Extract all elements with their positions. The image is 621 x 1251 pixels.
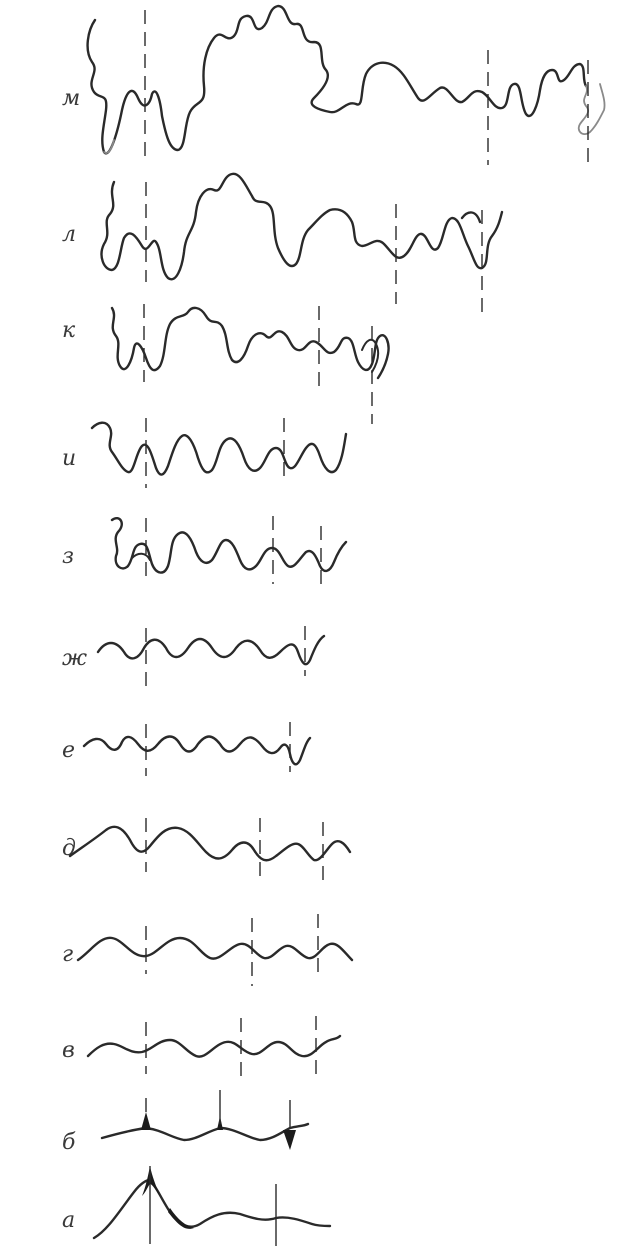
wave-row-zh bbox=[96, 626, 326, 690]
wave-row-l bbox=[100, 172, 504, 318]
row-label-i: и bbox=[62, 446, 77, 471]
wave-row-i bbox=[90, 418, 348, 488]
row-label-a: а bbox=[62, 1208, 76, 1233]
row-label-v: в bbox=[62, 1038, 75, 1063]
wave-row-g bbox=[76, 914, 354, 986]
wave-row-z bbox=[110, 516, 348, 588]
cusp-a-shade bbox=[168, 1208, 194, 1229]
cusp-a-1 bbox=[142, 1166, 160, 1196]
wave-row-v bbox=[86, 1016, 342, 1080]
wave-row-b bbox=[100, 1090, 310, 1150]
row-label-b: б bbox=[62, 1130, 76, 1155]
wave-row-a bbox=[92, 1166, 332, 1246]
row-label-z: з bbox=[62, 544, 74, 569]
wave-row-e bbox=[82, 722, 312, 776]
cusp-b-3 bbox=[283, 1130, 296, 1150]
wave-row-m bbox=[86, 4, 606, 168]
cusp-b-1 bbox=[141, 1112, 151, 1130]
row-label-g: г bbox=[62, 942, 74, 967]
row-label-l: л bbox=[62, 222, 77, 247]
wave-row-k bbox=[110, 304, 390, 424]
row-label-k: к bbox=[62, 318, 76, 343]
row-label-e: е bbox=[62, 738, 76, 763]
wave-row-d bbox=[68, 818, 352, 886]
row-label-m: м bbox=[62, 86, 81, 111]
row-label-zh: ж bbox=[62, 646, 88, 671]
